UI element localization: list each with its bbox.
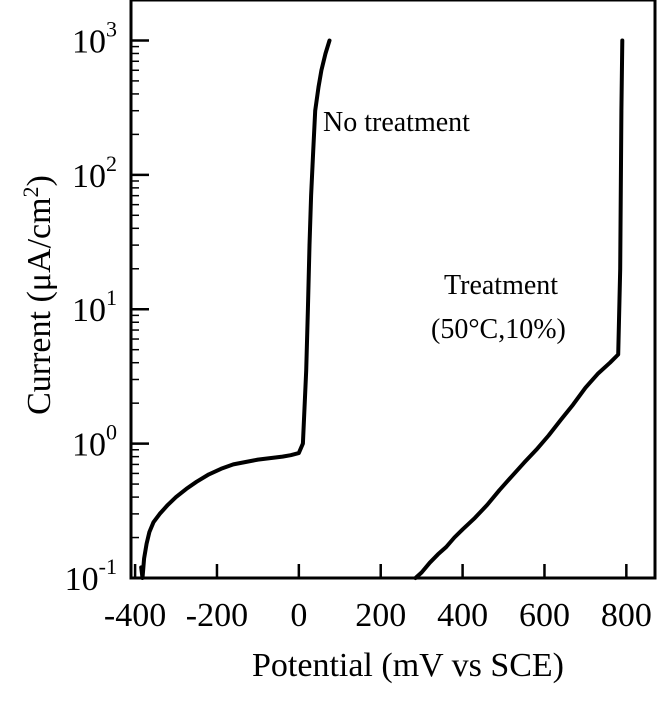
y-axis-label-close: ) [21,175,58,186]
x-tick-label: -400 [104,597,166,634]
series-layer [139,38,625,580]
annotation-treatment: Treatment [444,270,558,301]
y-tick-label: 100 [72,420,117,464]
annotation-no-treatment: No treatment [323,107,470,138]
y-tick-label-base: 10 [65,561,99,598]
y-tick-label-exponent: 2 [106,151,117,176]
y-axis-label: Current (μA/cm2) [18,175,58,415]
x-axis-label: Potential (mV vs SCE) [252,647,564,684]
y-tick-label: 101 [72,285,117,329]
y-tick-label-base: 10 [72,158,106,195]
y-axis-label-main: Current (μA/cm [21,197,58,414]
x-tick-label: 400 [437,597,488,634]
x-tick-label: 800 [601,597,652,634]
annotation-treatment-condition: (50°C,10%) [431,314,566,345]
x-tick-label: 600 [519,597,570,634]
y-tick-label: 10-1 [65,554,117,598]
y-tick-label: 102 [72,151,117,195]
plot-frame [129,0,657,580]
x-tick-label: -200 [186,597,248,634]
y-axis-label-superscript: 2 [18,186,43,197]
y-tick-label-base: 10 [72,23,106,60]
x-tick-label: 200 [355,597,406,634]
x-tick-label: 0 [290,597,307,634]
x-axis-ticks: -400 -200 0 200 400 600 800 [104,564,652,634]
series-line-1 [413,38,625,580]
y-tick-label-exponent: 3 [106,16,117,41]
y-tick-label-exponent: -1 [99,554,117,579]
y-tick-label-base: 10 [72,427,106,464]
y-tick-label-exponent: 1 [106,285,117,310]
y-tick-label-base: 10 [72,292,106,329]
y-tick-label: 103 [72,16,117,60]
y-tick-label-exponent: 0 [106,420,117,445]
series-line-0 [139,38,332,580]
